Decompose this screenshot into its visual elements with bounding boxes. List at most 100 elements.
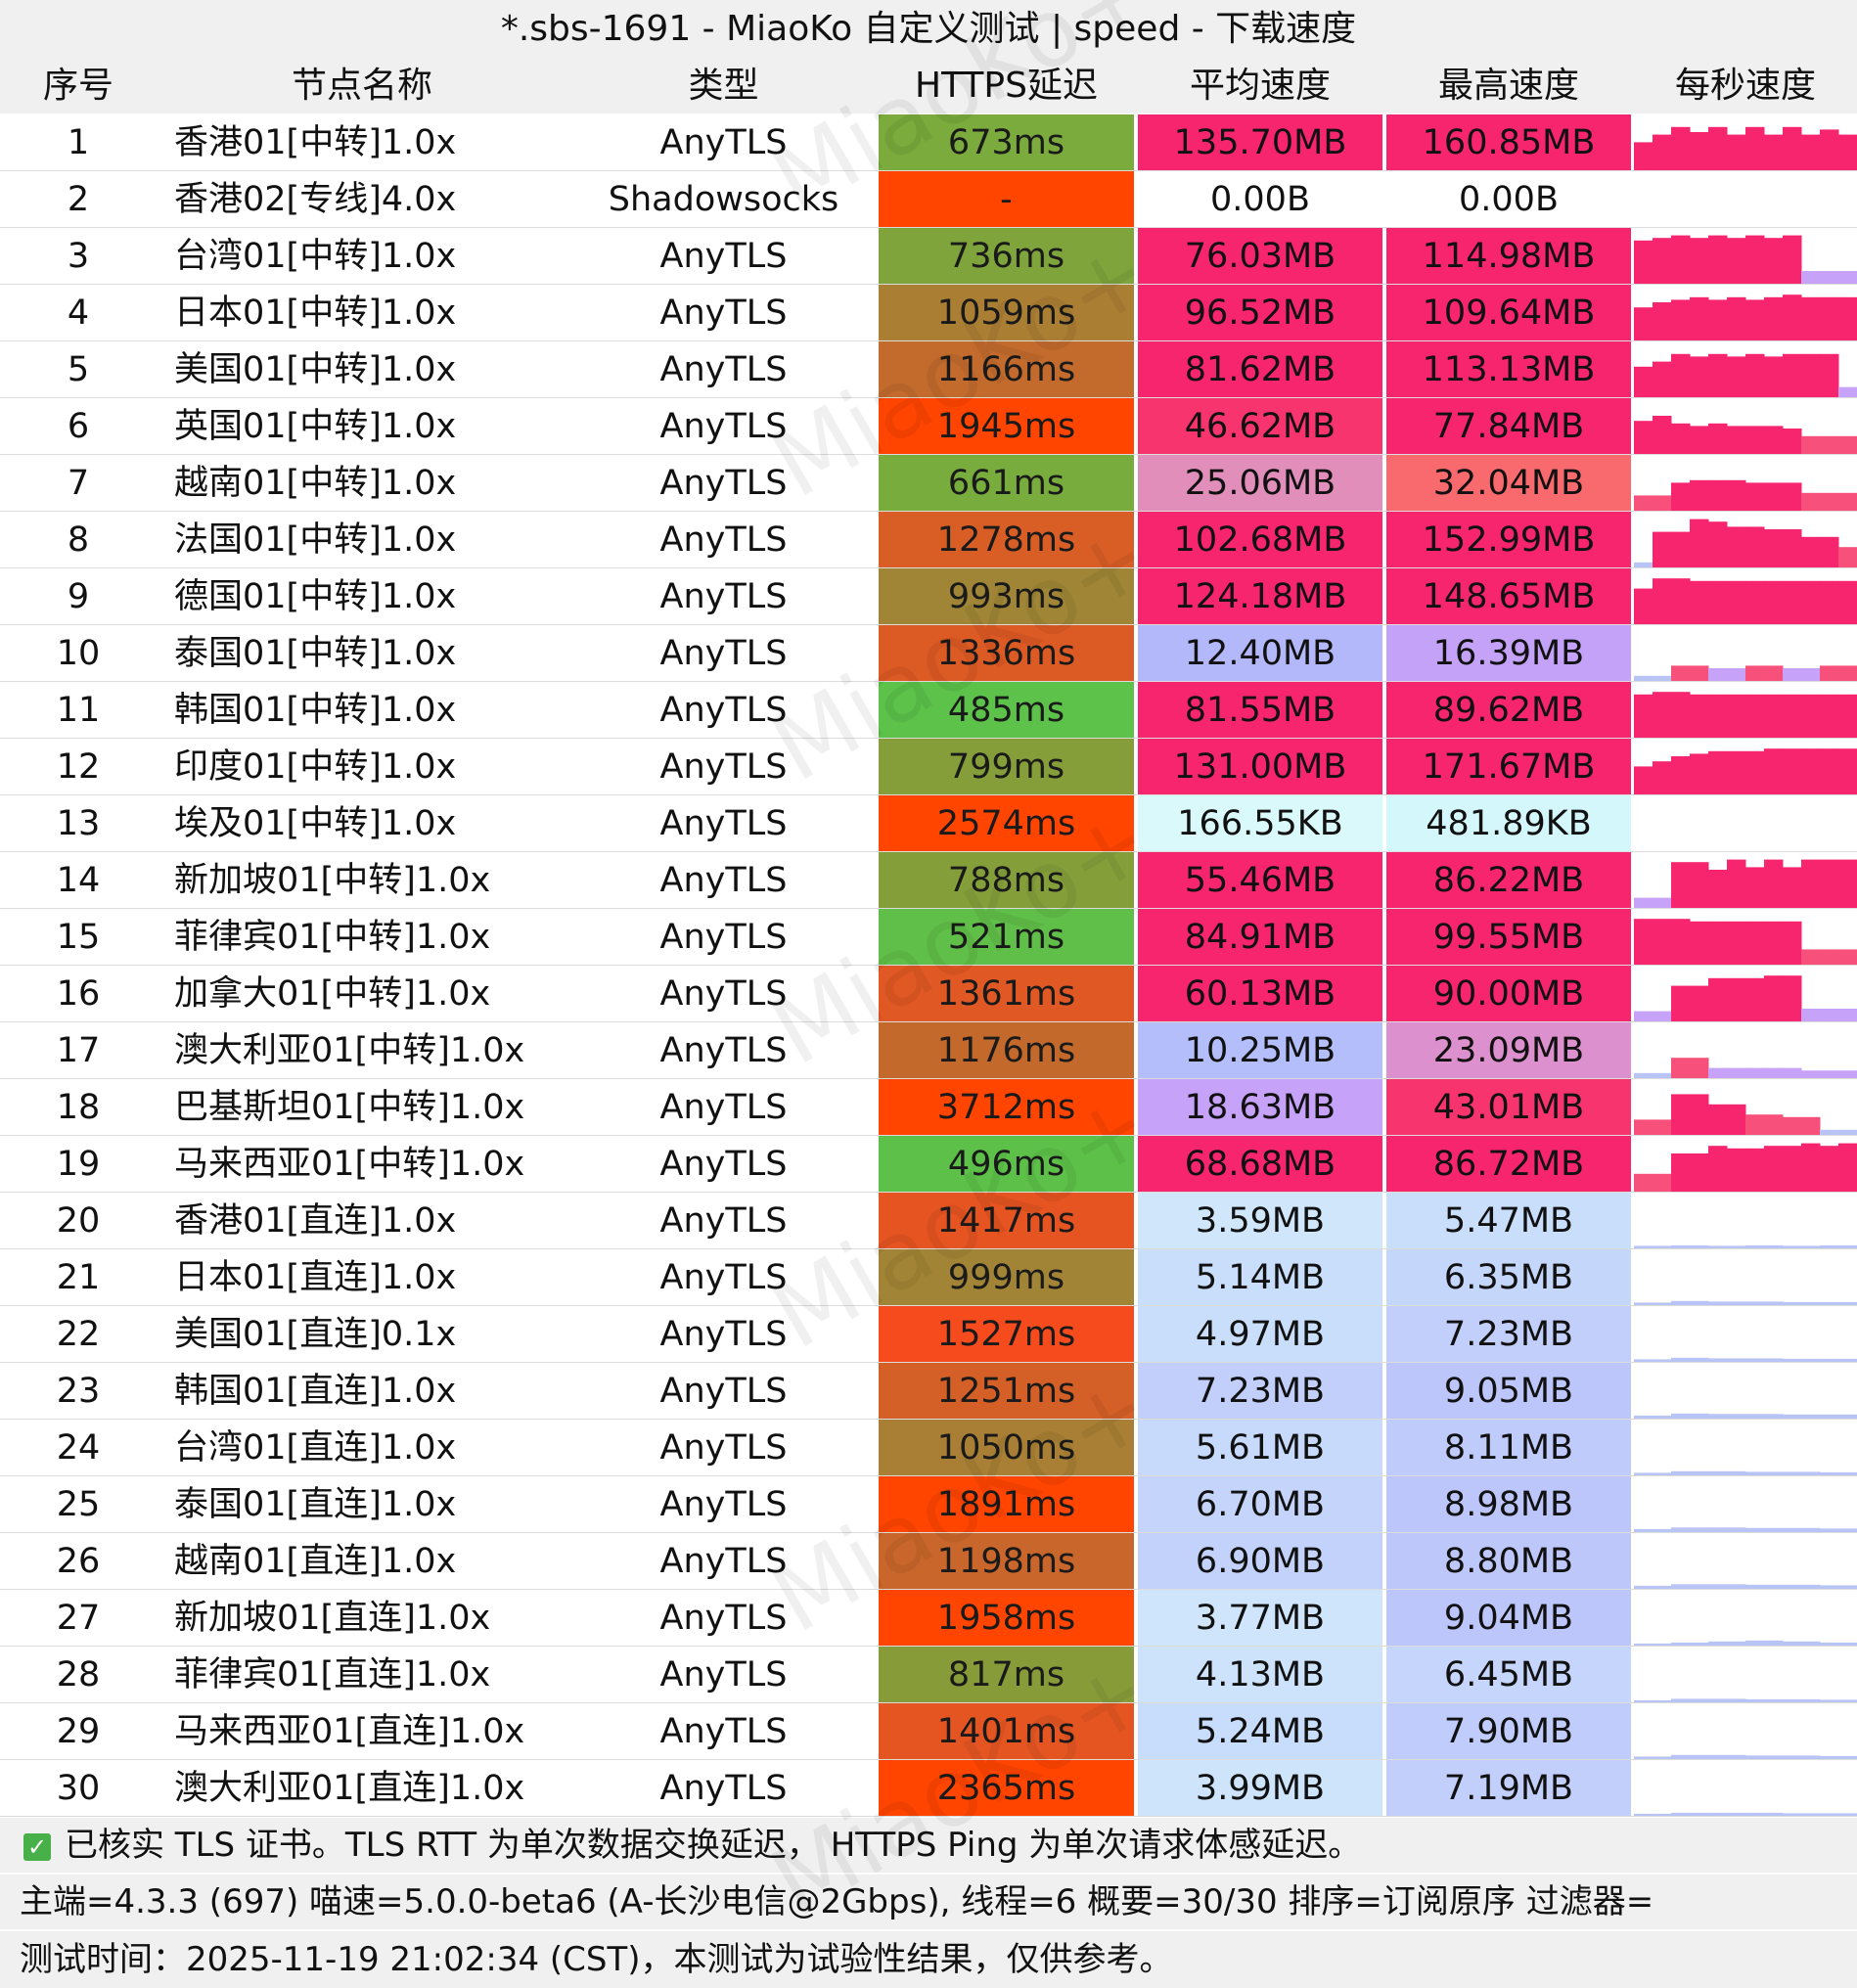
table-row[interactable]: 23 韩国01[直连]1.0x AnyTLS 1251ms 7.23MB 9.05MB: [0, 1363, 1857, 1420]
table-row[interactable]: 9 德国01[中转]1.0x AnyTLS 993ms 124.18MB 148.65MB: [0, 568, 1857, 625]
speed-bar: [1745, 750, 1765, 794]
speed-bar: [1801, 1143, 1821, 1192]
https-latency: 1166ms: [879, 341, 1134, 397]
table-row[interactable]: 10 泰国01[中转]1.0x AnyTLS 1336ms 12.40MB 16.39MB: [0, 625, 1857, 682]
node-name: 新加坡01[中转]1.0x: [174, 861, 491, 900]
table-row[interactable]: 3 台湾01[中转]1.0x AnyTLS 736ms 76.03MB 114.98MB: [0, 228, 1857, 285]
speed-bar: [1820, 1358, 1839, 1362]
node-name: 马来西亚01[中转]1.0x: [174, 1145, 525, 1184]
table-row[interactable]: 1 香港01[中转]1.0x AnyTLS 673ms 135.70MB 160.85MB: [0, 114, 1857, 171]
row-index: 28: [56, 1655, 101, 1694]
table-row[interactable]: 20 香港01[直连]1.0x AnyTLS 1417ms 3.59MB 5.47MB: [0, 1193, 1857, 1249]
table-row[interactable]: 25 泰国01[直连]1.0x AnyTLS 1891ms 6.70MB 8.98MB: [0, 1476, 1857, 1533]
table-row[interactable]: 2 香港02[专线]4.0x Shadowsocks -0.00B 0.00B: [0, 171, 1857, 228]
node-name: 英国01[中转]1.0x: [174, 407, 457, 446]
table-row[interactable]: 11 韩国01[中转]1.0x AnyTLS 485ms 81.55MB 89.62MB: [0, 682, 1857, 739]
speed-bar: [1671, 1300, 1691, 1305]
table-row[interactable]: 16 加拿大01[中转]1.0x AnyTLS 1361ms 60.13MB 90.00M…: [0, 966, 1857, 1022]
node-name: 德国01[中转]1.0x: [174, 577, 457, 616]
table-row[interactable]: 27 新加坡01[直连]1.0x AnyTLS 1958ms 3.77MB 9.04MB: [0, 1590, 1857, 1647]
node-type: AnyTLS: [659, 464, 788, 503]
max-speed: 99.55MB: [1386, 909, 1631, 965]
speed-bar: [1838, 1070, 1857, 1078]
speed-bar: [1838, 1642, 1857, 1646]
speed-bar: [1671, 1527, 1691, 1532]
table-row[interactable]: 17 澳大利亚01[中转]1.0x AnyTLS 1176ms 10.25MB 23.09…: [0, 1022, 1857, 1079]
per-second-speed-chart: [1634, 341, 1857, 397]
speed-bar: [1745, 1584, 1765, 1589]
speed-bar: [1801, 271, 1821, 284]
row-divider: [0, 1419, 1857, 1420]
table-row[interactable]: 28 菲律宾01[直连]1.0x AnyTLS 817ms 4.13MB 6.45MB: [0, 1647, 1857, 1703]
table-row[interactable]: 14 新加坡01[中转]1.0x AnyTLS 788ms 55.46MB 86.22MB: [0, 852, 1857, 909]
speed-bar: [1745, 126, 1765, 170]
speed-bar: [1820, 580, 1839, 624]
table-row[interactable]: 19 马来西亚01[中转]1.0x AnyTLS 496ms 68.68MB 86.72M…: [0, 1136, 1857, 1193]
speed-bar: [1820, 271, 1839, 284]
row-divider: [0, 1475, 1857, 1476]
speed-bar: [1708, 299, 1728, 340]
row-index: 22: [56, 1315, 101, 1354]
speed-bar: [1801, 949, 1821, 965]
table-row[interactable]: 5 美国01[中转]1.0x AnyTLS 1166ms 81.62MB 113.13MB: [0, 341, 1857, 398]
row-index: 6: [67, 407, 90, 446]
speed-bar: [1690, 296, 1709, 340]
speed-bar: [1764, 482, 1784, 511]
speed-bar: [1690, 356, 1709, 397]
table-row[interactable]: 4 日本01[中转]1.0x AnyTLS 1059ms 96.52MB 109.64MB: [0, 285, 1857, 341]
speed-bar: [1634, 588, 1653, 624]
speed-bar: [1634, 919, 1653, 965]
table-row[interactable]: 8 法国01[中转]1.0x AnyTLS 1278ms 102.68MB 152.99M…: [0, 512, 1857, 568]
max-speed: 7.19MB: [1386, 1760, 1631, 1816]
row-divider: [0, 284, 1857, 285]
speed-bar: [1783, 668, 1802, 681]
table-row[interactable]: 13 埃及01[中转]1.0x AnyTLS 2574ms 166.55KB 481.89…: [0, 795, 1857, 852]
table-row[interactable]: 15 菲律宾01[中转]1.0x AnyTLS 521ms 84.91MB 99.55MB: [0, 909, 1857, 966]
node-name: 美国01[中转]1.0x: [174, 350, 457, 389]
table-row[interactable]: 7 越南01[中转]1.0x AnyTLS 661ms 25.06MB 32.04MB: [0, 455, 1857, 512]
row-divider: [0, 851, 1857, 852]
speed-bar: [1727, 1754, 1746, 1759]
node-name: 泰国01[中转]1.0x: [174, 634, 457, 673]
table-row[interactable]: 12 印度01[中转]1.0x AnyTLS 799ms 131.00MB 171.67M…: [0, 739, 1857, 795]
speed-bar: [1783, 975, 1802, 1021]
node-type: AnyTLS: [659, 747, 788, 787]
table-row[interactable]: 21 日本01[直连]1.0x AnyTLS 999ms 5.14MB 6.35MB: [0, 1249, 1857, 1306]
avg-speed: 6.90MB: [1138, 1533, 1382, 1589]
speed-bar: [1820, 536, 1839, 567]
table-row[interactable]: 30 澳大利亚01[直连]1.0x AnyTLS 2365ms 3.99MB 7.19MB: [0, 1760, 1857, 1817]
speed-bar: [1690, 479, 1709, 511]
table-row[interactable]: 6 英国01[中转]1.0x AnyTLS 1945ms 46.62MB 77.84MB: [0, 398, 1857, 455]
max-speed: 7.90MB: [1386, 1703, 1631, 1759]
speed-bar: [1783, 1698, 1802, 1702]
row-index: 16: [56, 974, 101, 1014]
speed-bar: [1708, 694, 1728, 738]
table-row[interactable]: 18 巴基斯坦01[中转]1.0x AnyTLS 3712ms 18.63MB 43.01…: [0, 1079, 1857, 1136]
window-title: *.sbs-1691 - MiaoKo 自定义测试 | speed - 下载速度: [0, 0, 1857, 57]
table-row[interactable]: 29 马来西亚01[直连]1.0x AnyTLS 1401ms 5.24MB 7.90MB: [0, 1703, 1857, 1760]
table-row[interactable]: 22 美国01[直连]0.1x AnyTLS 1527ms 4.97MB 7.23MB: [0, 1306, 1857, 1363]
node-name: 菲律宾01[直连]1.0x: [174, 1655, 491, 1694]
table-row[interactable]: 26 越南01[直连]1.0x AnyTLS 1198ms 6.90MB 8.80MB: [0, 1533, 1857, 1590]
table-row[interactable]: 24 台湾01[直连]1.0x AnyTLS 1050ms 5.61MB 8.11MB: [0, 1420, 1857, 1476]
speed-bar: [1838, 1143, 1857, 1192]
speed-bar: [1764, 748, 1784, 794]
row-divider: [0, 624, 1857, 625]
speed-bar: [1801, 1414, 1821, 1419]
avg-speed: 6.70MB: [1138, 1476, 1382, 1532]
speed-bar: [1820, 949, 1839, 965]
per-second-speed-chart: [1634, 171, 1857, 227]
speed-bar: [1801, 1813, 1821, 1816]
header-name: 节点名称: [291, 66, 432, 106]
speed-bar: [1764, 529, 1784, 567]
speed-bar: [1634, 1756, 1653, 1759]
https-latency: 1050ms: [879, 1420, 1134, 1475]
speed-bar: [1745, 580, 1765, 624]
speed-bar: [1708, 1245, 1728, 1248]
avg-speed: 81.55MB: [1138, 682, 1382, 738]
speed-bar: [1820, 748, 1839, 794]
speed-bar: [1690, 1244, 1709, 1248]
speed-bar: [1764, 238, 1784, 284]
speed-bar: [1745, 1527, 1765, 1532]
speed-bar: [1783, 1116, 1802, 1135]
